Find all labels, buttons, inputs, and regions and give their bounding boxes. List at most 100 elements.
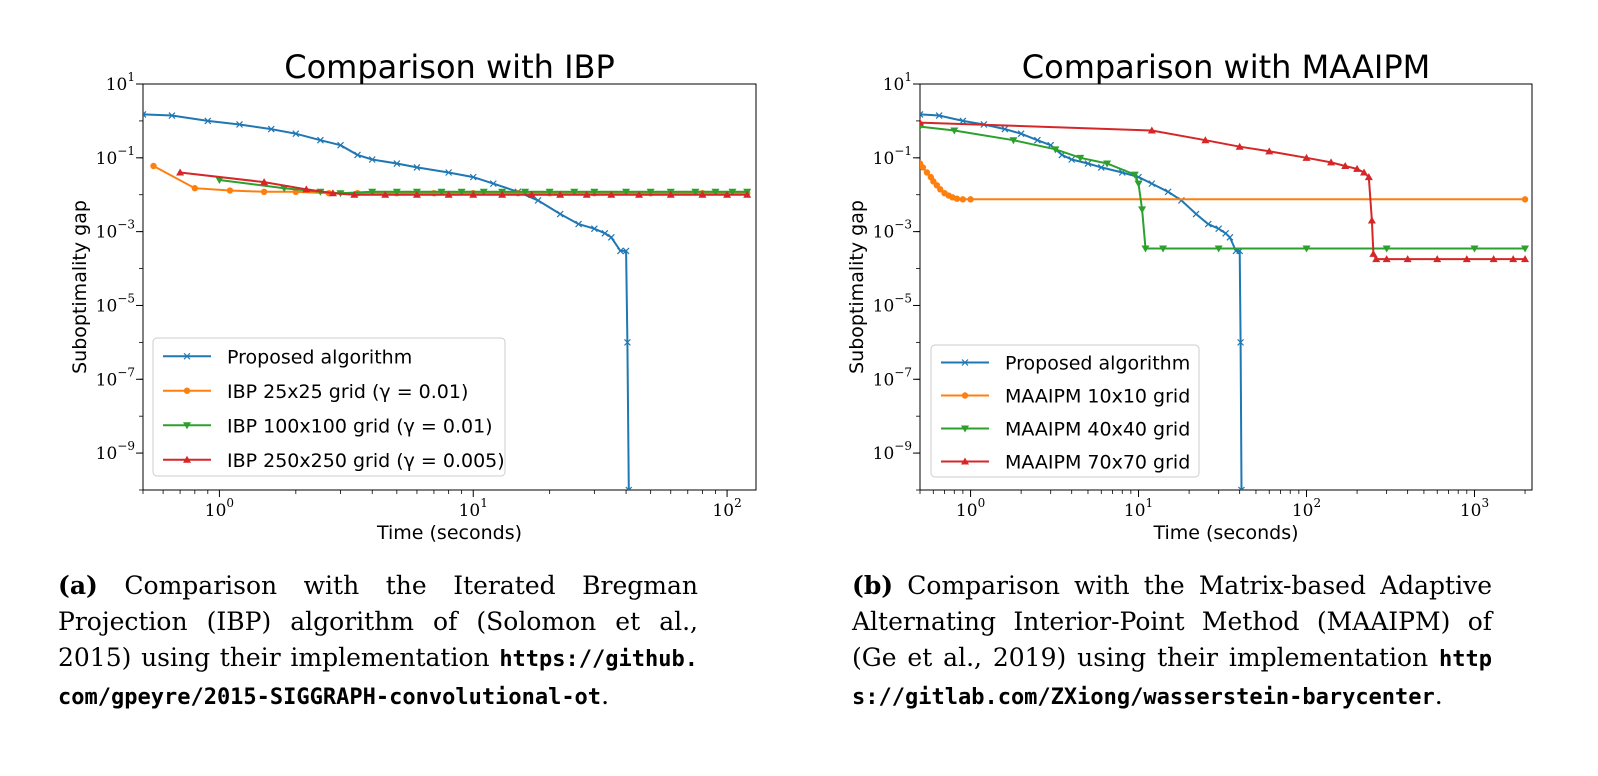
caption-a-url[interactable]: https://github.com/gpeyre/2015-SIGGRAPH-… (58, 647, 698, 710)
y-tick-exp: −5 (894, 291, 912, 305)
y-tick-label: 10−7 (873, 365, 912, 390)
legend-label: Proposed algorithm (227, 346, 412, 368)
data-point (280, 185, 289, 193)
data-point (392, 188, 401, 196)
data-point (1367, 216, 1376, 224)
data-point (1148, 180, 1156, 188)
data-point (1033, 136, 1041, 144)
data-point (368, 188, 377, 196)
data-point (1372, 255, 1381, 263)
data-point (328, 189, 337, 197)
data-point (489, 180, 497, 188)
y-tick-label: 10−5 (96, 291, 135, 316)
series-path (920, 125, 1525, 250)
data-point (1382, 245, 1391, 253)
data-point (1302, 245, 1311, 253)
data-point (743, 190, 752, 198)
data-point (316, 136, 324, 144)
legend-item: IBP 250x250 grid (γ = 0.005) (163, 450, 505, 472)
y-tick-exp: 1 (127, 70, 135, 84)
x-tick-base: 10 (205, 501, 227, 521)
data-point (183, 352, 191, 360)
series-path (219, 179, 748, 195)
data-point (950, 127, 959, 135)
data-point (1521, 255, 1530, 263)
data-point (723, 190, 732, 198)
caption-a-text: Comparison with the Iterated Bregman Pro… (58, 571, 698, 672)
data-point (183, 387, 191, 394)
data-point (1521, 196, 1529, 203)
x-tick-exp: 0 (226, 496, 234, 510)
data-point (204, 117, 212, 125)
data-point (1130, 171, 1139, 179)
data-point (625, 486, 633, 490)
legend-label: MAAIPM 40x40 grid (1005, 419, 1190, 441)
data-point (412, 190, 421, 198)
series-line-1 (920, 160, 1529, 203)
legend-box (152, 337, 506, 477)
data-point (479, 188, 488, 196)
data-point (1134, 180, 1143, 188)
x-tick-base: 10 (1460, 501, 1482, 521)
legend-item: MAAIPM 40x40 grid (941, 419, 1190, 441)
caption-b-end: . (1434, 681, 1443, 710)
data-point (1068, 156, 1076, 163)
data-point (646, 188, 655, 196)
data-point (1237, 338, 1244, 346)
data-point (413, 163, 421, 171)
data-point (302, 185, 311, 193)
data-point (1076, 154, 1085, 162)
x-tick-exp: 0 (978, 496, 986, 510)
x-axis-label: Time (seconds) (1152, 522, 1298, 544)
data-point (1164, 188, 1172, 196)
y-tick-exp: −7 (894, 365, 912, 379)
y-tick-label: 10−1 (873, 144, 912, 169)
y-tick-exp: 1 (904, 70, 912, 84)
data-point (728, 188, 737, 196)
x-tick-exp: 1 (480, 496, 488, 510)
data-point (437, 188, 446, 196)
data-point (624, 338, 631, 346)
data-point (1302, 153, 1311, 161)
y-tick-label: 10−9 (96, 439, 135, 464)
data-point (368, 156, 376, 163)
x-tick-label: 100 (205, 496, 234, 521)
data-point (959, 117, 967, 125)
data-point (1470, 245, 1479, 253)
data-point (556, 190, 565, 198)
data-point (393, 160, 401, 167)
data-point (534, 197, 542, 204)
data-point (1141, 245, 1150, 253)
data-point (590, 188, 599, 196)
y-tick-base: 10 (883, 75, 905, 95)
y-tick-exp: −9 (894, 439, 912, 453)
caption-a: (a) Comparison with the Iterated Bregman… (58, 568, 698, 716)
chart-maaipm: 100 101 102 10310110−110−310−510−710−9Compa… (846, 48, 1533, 544)
data-point (1009, 137, 1018, 145)
data-point (616, 247, 624, 255)
caption-b-url[interactable]: https://gitlab.com/ZXiong/wasserstein-ba… (852, 647, 1492, 710)
data-point (935, 112, 943, 119)
series-line-2 (920, 123, 1530, 253)
data-point (590, 225, 598, 233)
caption-a-label: (a) (58, 571, 98, 600)
caption-b-label: (b) (852, 571, 894, 600)
data-point (260, 188, 268, 196)
y-tick-label: 10−5 (873, 291, 912, 316)
y-tick-label: 10−3 (873, 218, 912, 243)
data-point (920, 110, 924, 118)
data-point (937, 186, 944, 193)
y-tick-label: 10−9 (873, 439, 912, 464)
series-line-3 (176, 168, 752, 198)
data-point (601, 229, 609, 237)
legend-label: IBP 250x250 grid (γ = 0.005) (227, 450, 505, 472)
data-point (1382, 255, 1391, 263)
y-tick-base: 10 (96, 296, 118, 316)
legend-label: MAAIPM 70x70 grid (1005, 452, 1190, 474)
plot-frame (142, 83, 757, 491)
data-point (635, 190, 644, 198)
chart-ibp: 100 101 10210110−110−310−510−710−9Comparis… (69, 48, 757, 544)
legend-item: MAAIPM 70x70 grid (941, 452, 1190, 474)
legend-item: Proposed algorithm (163, 346, 412, 368)
